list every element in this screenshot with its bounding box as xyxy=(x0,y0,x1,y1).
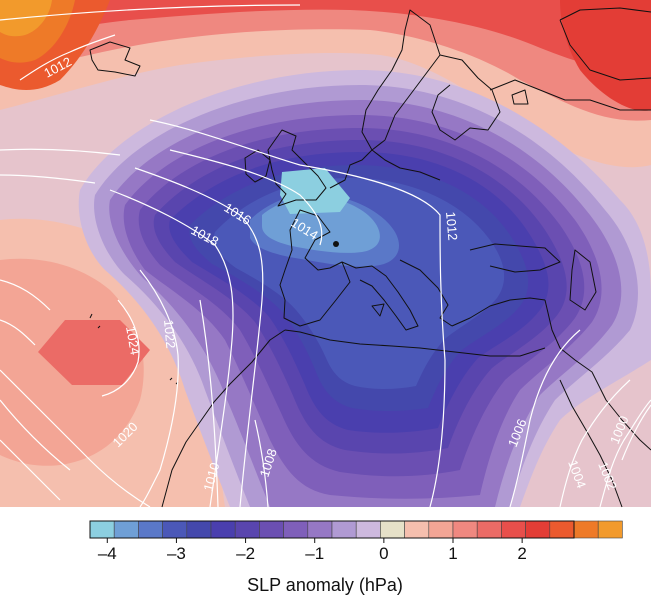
colorbar-cells xyxy=(89,520,623,539)
black-sea-coast xyxy=(469,243,561,273)
colorbar-cell xyxy=(259,520,284,539)
isobar-1012-north xyxy=(19,34,116,81)
arctic-russia-coast xyxy=(489,79,651,111)
isobar-1002 xyxy=(599,399,651,508)
colorbar-cell xyxy=(355,520,381,539)
colorbar-cell xyxy=(283,520,309,539)
colorbar-cell xyxy=(186,520,212,539)
isobar-1014 xyxy=(169,149,323,246)
colorbar-cell xyxy=(501,520,526,539)
colorbar-cell xyxy=(573,520,599,539)
colorbar-tick-label-7: 2 xyxy=(517,544,526,563)
isobars xyxy=(0,4,651,508)
anomaly-field xyxy=(0,0,651,507)
red-sea-coast xyxy=(559,379,623,508)
north-positive-band-strong xyxy=(0,0,651,71)
colorbar-cell xyxy=(597,520,623,539)
colorbar-cell xyxy=(525,520,551,539)
colorbar-title: SLP anomaly (hPa) xyxy=(247,575,403,595)
sicily-coast xyxy=(371,303,385,317)
britain-coast xyxy=(267,129,327,207)
colorbar-cell xyxy=(452,520,478,539)
iceland-coast xyxy=(89,41,141,77)
colorbar-tick-label-4: –1 xyxy=(305,544,324,563)
white-sea-coast xyxy=(511,89,529,105)
isobar-1012 xyxy=(149,119,446,508)
colorbar-cell xyxy=(307,520,333,539)
finland-coast xyxy=(431,54,501,141)
isobar-1020 xyxy=(0,369,151,508)
colorbar-cell xyxy=(331,520,357,539)
isobar-1004 xyxy=(559,379,631,508)
italy-coast xyxy=(341,261,419,331)
colorbar: –4 –3 –2 –1 0 1 2 SLP anomaly (hPa) xyxy=(89,520,623,595)
isobar-1022 xyxy=(139,269,179,508)
azores-positive-core xyxy=(38,320,150,385)
north-positive-band xyxy=(0,0,651,121)
isobar-label-1010: 1010 xyxy=(200,461,222,493)
colorbar-ticks xyxy=(106,538,523,543)
isobar-label-1022: 1022 xyxy=(161,319,178,349)
caspian-coast xyxy=(569,249,597,311)
atlantic-islands-coast xyxy=(89,313,179,385)
neg-anomaly-min xyxy=(280,168,350,214)
isobar-outer xyxy=(0,4,301,501)
colorbar-cell xyxy=(549,520,575,539)
west-africa-coast xyxy=(161,329,286,508)
nordic-positive xyxy=(560,0,651,111)
colorbar-cell xyxy=(428,520,454,539)
colorbar-tick-label-1: –4 xyxy=(98,544,117,563)
colorbar-cell xyxy=(380,520,405,539)
colorbar-cell xyxy=(234,520,260,539)
isobar-1024 xyxy=(101,299,140,397)
isobar-1010 xyxy=(199,299,219,508)
colorbar-tick-label-6: 1 xyxy=(448,544,457,563)
colorbar-tick-label-5: 0 xyxy=(379,544,388,563)
svalbard-region-coast xyxy=(559,7,651,81)
isobar-1000 xyxy=(621,404,651,461)
colorbar-cell xyxy=(113,520,139,539)
isobar-label-1024: 1024 xyxy=(123,325,143,356)
colorbar-cell xyxy=(162,520,188,539)
isobar-1006 xyxy=(509,329,581,508)
colorbar-cell xyxy=(89,520,115,539)
colorbar-tick-label-2: –3 xyxy=(167,544,186,563)
colorbar-cell xyxy=(404,520,430,539)
colorbar-frame xyxy=(89,520,575,539)
north-sea-coast xyxy=(329,149,441,189)
colorbar-tick-label-3: –2 xyxy=(236,544,255,563)
isobar-1018 xyxy=(109,189,234,508)
north-africa-coast xyxy=(284,329,546,357)
isobar-label-1012: 1012 xyxy=(443,211,460,241)
turkey-coast xyxy=(451,297,546,327)
iberia-france-coast xyxy=(279,209,351,327)
location-marker xyxy=(333,241,339,247)
greenland-positive-max xyxy=(0,0,52,37)
isobar-1016 xyxy=(134,167,264,508)
colorbar-cell xyxy=(476,520,502,539)
colorbar-cell xyxy=(138,520,163,539)
isobar-1008 xyxy=(254,419,269,508)
ireland-coast xyxy=(244,149,271,183)
colorbar-cell xyxy=(210,520,236,539)
